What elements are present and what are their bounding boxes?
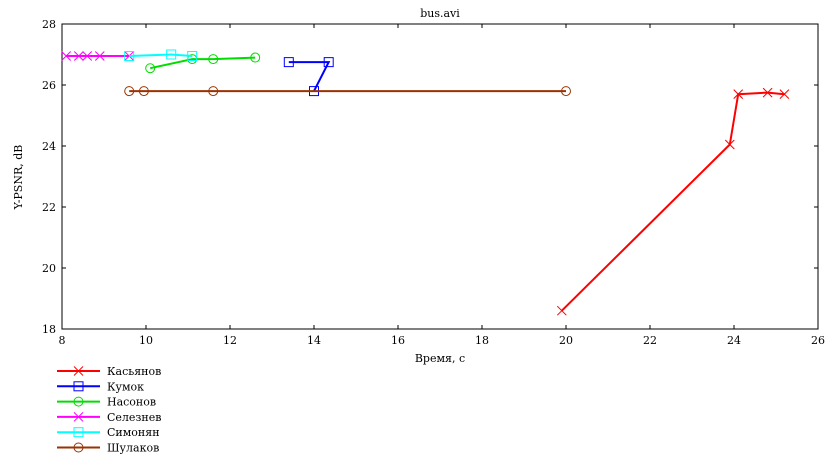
x-tick-label: 16: [391, 334, 405, 347]
data-point: [250, 52, 261, 63]
data-point: [61, 51, 72, 61]
y-tick-label: 20: [42, 262, 56, 275]
legend-entry: Шулаков: [57, 442, 159, 455]
data-point: [733, 89, 744, 100]
series-1: [283, 57, 334, 97]
data-point: [323, 57, 334, 68]
data-point: [208, 86, 219, 97]
legend-entry: Симонян: [57, 426, 160, 439]
data-point: [556, 305, 567, 316]
x-tick-label: 24: [727, 334, 741, 347]
legend-entry: Касьянов: [57, 365, 161, 378]
x-tick-label: 22: [643, 334, 657, 347]
series-line: [561, 91, 785, 312]
legend-marker: [73, 381, 84, 392]
data-point: [208, 54, 219, 65]
series-2: [145, 52, 261, 74]
series-3: [61, 51, 135, 61]
legend-marker: [73, 427, 84, 438]
marker-stroke: [779, 89, 790, 100]
series-line: [288, 61, 331, 92]
legend-label: Симонян: [107, 426, 160, 439]
series-4: [124, 49, 198, 62]
y-axis-label: Y-PSNR, dB: [12, 145, 25, 211]
y-tick-label: 28: [42, 18, 56, 31]
legend-marker: [73, 412, 84, 422]
marker-stroke: [556, 305, 567, 316]
data-point: [82, 51, 93, 61]
data-point: [283, 57, 294, 68]
axis-ticks: 8 10 12 14 16 18 20 22 24 26 18 20 22 24 26 28: [42, 18, 825, 347]
legend-marker: [73, 442, 84, 453]
legend-marker: [73, 396, 84, 407]
data-point: [166, 49, 177, 60]
x-tick-label: 12: [223, 334, 237, 347]
legend-label: Насонов: [107, 396, 156, 409]
legend-label: Кумок: [107, 380, 144, 393]
legend-entry: Селезнев: [57, 411, 161, 424]
data-point: [779, 89, 790, 100]
marker-stroke: [73, 412, 84, 422]
series-line: [129, 53, 193, 57]
data-point: [138, 86, 149, 97]
plot-area: [61, 23, 819, 330]
plot-frame: [61, 23, 819, 330]
series-0: [556, 87, 790, 316]
x-tick-label: 10: [139, 334, 153, 347]
data-point: [124, 86, 135, 97]
series-line: [149, 56, 256, 70]
data-point: [724, 139, 735, 150]
chart-title: bus.avi: [420, 7, 460, 20]
data-point: [124, 51, 135, 61]
marker-stroke: [61, 51, 72, 61]
data-point: [145, 63, 156, 74]
legend: Касьянов Кумок Насонов Селезнев Симонян Шулак…: [57, 365, 161, 455]
legend-label: Шулаков: [107, 442, 159, 455]
y-tick-label: 26: [42, 79, 56, 92]
data-point: [124, 51, 135, 62]
x-tick-label: 14: [307, 334, 321, 347]
x-tick-label: 26: [811, 334, 825, 347]
marker-stroke: [724, 139, 735, 150]
legend-label: Касьянов: [107, 365, 161, 378]
data-point: [187, 51, 198, 62]
x-tick-label: 18: [475, 334, 489, 347]
y-tick-label: 18: [42, 323, 56, 336]
y-tick-label: 22: [42, 201, 56, 214]
marker-stroke: [94, 51, 105, 61]
y-tick-label: 24: [42, 140, 56, 153]
legend-entry: Насонов: [57, 396, 156, 409]
marker-stroke: [733, 89, 744, 100]
marker-stroke: [124, 51, 135, 61]
data-point: [561, 86, 571, 97]
marker-stroke: [73, 51, 84, 61]
marker-stroke: [82, 51, 93, 61]
series-5: [124, 86, 571, 97]
legend-label: Селезнев: [107, 411, 161, 424]
marker-stroke: [762, 87, 773, 98]
data-point: [73, 51, 84, 61]
data-point: [762, 87, 773, 98]
legend-marker: [73, 366, 84, 376]
marker-stroke: [73, 366, 84, 376]
x-tick-label: 20: [559, 334, 573, 347]
series-lines: [61, 49, 790, 316]
x-axis-label: Время, с: [415, 352, 465, 365]
legend-entry: Кумок: [57, 380, 144, 393]
data-point: [94, 51, 105, 61]
x-tick-label: 8: [59, 334, 66, 347]
